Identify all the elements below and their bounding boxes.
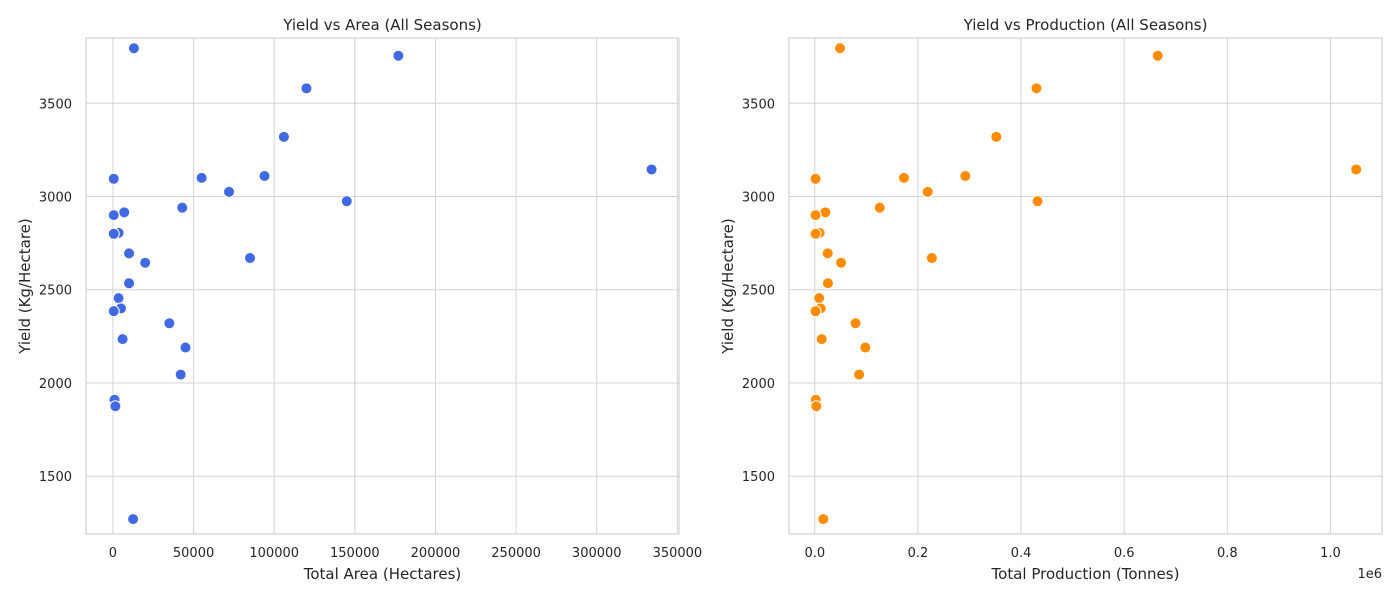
y-tick-label: 1500 [742, 470, 775, 485]
data-point [277, 130, 290, 143]
y-tick-label: 3500 [742, 97, 775, 112]
data-point [244, 252, 257, 265]
y-tick-labels: 1500 2000 2500 3000 3500 [742, 97, 775, 485]
y-tick-label: 3000 [742, 190, 775, 205]
x-tick-label: 350000 [653, 546, 703, 561]
data-point [821, 277, 834, 290]
x-tick-labels: 0 50000 100000 150000 200000 250000 300000 3500… [109, 546, 702, 561]
data-point [859, 341, 872, 354]
data-point [176, 201, 189, 214]
data-point [809, 305, 822, 318]
data-point [1151, 49, 1164, 62]
y-axis-label: Yield (Kg/Hectare) [719, 218, 737, 355]
data-point [223, 185, 236, 198]
data-point [645, 163, 658, 176]
data-point [127, 42, 140, 55]
data-point [123, 247, 136, 260]
x-tick-label: 150000 [330, 546, 380, 561]
y-tick-label: 3000 [39, 190, 72, 205]
data-point [107, 227, 120, 240]
data-point [990, 130, 1003, 143]
x-tick-label: 0.2 [908, 546, 929, 561]
y-tick-label: 2500 [39, 284, 72, 299]
data-point [809, 209, 822, 222]
data-point [107, 209, 120, 222]
x-axis-label: Total Production (Tonnes) [991, 565, 1180, 583]
data-point [1350, 163, 1363, 176]
x-tick-label: 200000 [411, 546, 461, 561]
x-tick-label: 0 [109, 546, 117, 561]
data-point [179, 341, 192, 354]
data-point [195, 171, 208, 184]
data-point [810, 400, 823, 413]
data-point [849, 317, 862, 330]
data-point [821, 247, 834, 260]
x-tick-label: 0.0 [804, 546, 825, 561]
data-point [258, 169, 271, 182]
grid-lines [789, 38, 1382, 534]
data-point [835, 256, 848, 269]
data-point [112, 292, 125, 305]
x-tick-label: 0.8 [1217, 546, 1238, 561]
x-axis-offset-label: 1e6 [1357, 567, 1382, 582]
y-tick-label: 2500 [742, 284, 775, 299]
data-points [809, 42, 1363, 526]
data-point [116, 333, 129, 346]
x-tick-label: 1.0 [1320, 546, 1341, 561]
data-point [118, 206, 131, 219]
x-tick-label: 50000 [173, 546, 214, 561]
data-point [925, 252, 938, 265]
chart-title: Yield vs Area (All Seasons) [282, 16, 482, 34]
data-point [127, 513, 140, 526]
y-tick-labels: 1500 2000 2500 3000 3500 [39, 97, 72, 485]
x-tick-label: 0.4 [1011, 546, 1032, 561]
data-point [809, 172, 822, 185]
x-tick-label: 250000 [491, 546, 541, 561]
data-point [834, 42, 847, 55]
data-point [139, 256, 152, 269]
data-point [817, 513, 830, 526]
data-point [921, 185, 934, 198]
data-point [853, 368, 866, 381]
yield-vs-production-panel: 0.0 0.2 0.4 0.6 0.8 1.0 15002000250030003500 … [719, 16, 1383, 583]
plot-frame [85, 37, 680, 535]
data-point [815, 333, 828, 346]
x-tick-labels: 0.0 0.2 0.4 0.6 0.8 1.0 [804, 546, 1340, 561]
data-point [813, 292, 826, 305]
data-point [107, 172, 120, 185]
data-point [959, 169, 972, 182]
data-points [107, 42, 658, 526]
y-tick-label: 2000 [39, 377, 72, 392]
x-tick-label: 300000 [572, 546, 622, 561]
plot-frame [788, 37, 1383, 535]
data-point [1030, 82, 1043, 95]
data-point [174, 368, 187, 381]
data-point [897, 171, 910, 184]
data-point [809, 227, 822, 240]
data-point [873, 201, 886, 214]
data-point [300, 82, 313, 95]
data-point [163, 317, 176, 330]
data-point [392, 49, 405, 62]
data-point [109, 400, 122, 413]
data-point [340, 195, 353, 208]
grid-lines [86, 38, 679, 534]
chart-title: Yield vs Production (All Seasons) [963, 16, 1208, 34]
y-axis-label: Yield (Kg/Hectare) [16, 218, 34, 355]
data-point [819, 206, 832, 219]
x-tick-label: 0.6 [1114, 546, 1135, 561]
yield-vs-area-panel: 0 50000 100000 150000 200000 250000 300000 3500… [16, 16, 702, 583]
data-point [123, 277, 136, 290]
data-point [107, 305, 120, 318]
y-tick-label: 3500 [39, 97, 72, 112]
y-tick-label: 2000 [742, 377, 775, 392]
y-tick-label: 1500 [39, 470, 72, 485]
x-axis-label: Total Area (Hectares) [303, 565, 462, 583]
data-point [1031, 195, 1044, 208]
x-tick-label: 100000 [249, 546, 299, 561]
